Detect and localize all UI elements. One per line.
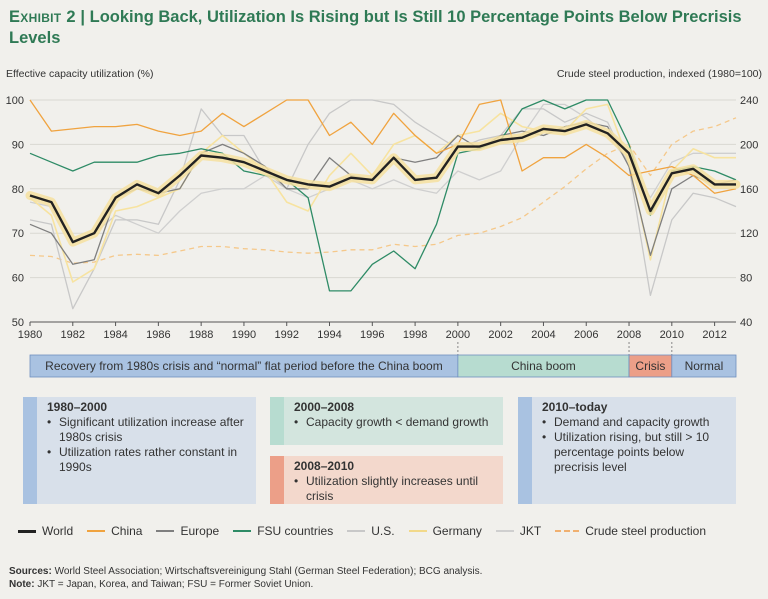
box-2008-2010-item: Utilization slightly increases until cri… (294, 474, 497, 504)
x-tick-label: 1986 (146, 329, 170, 341)
phase-label: Crisis (635, 359, 665, 373)
x-tick-label: 1996 (360, 329, 384, 341)
y-axis-right-label: Crude steel production, indexed (1980=10… (556, 68, 762, 80)
x-tick-label: 1992 (274, 329, 298, 341)
title-separator: | (80, 8, 86, 26)
legend-item-fsu: FSU countries (233, 524, 333, 538)
y-tick-right: 40 (740, 317, 752, 329)
series-line-crude-steel-production (29, 117, 737, 264)
sources-line: Sources: World Steel Association; Wirtsc… (9, 566, 483, 577)
phase-label: China boom (511, 359, 576, 373)
note-line: Note: JKT = Japan, Korea, and Taiwan; FS… (9, 579, 314, 590)
box-2010-today-item: Utilization rising, but still > 10 perce… (542, 430, 730, 475)
y-axis-left-label: Effective capacity utilization (%) (6, 68, 154, 80)
y-tick-left: 80 (12, 184, 24, 196)
chart-title: Exhibit 2 | Looking Back, Utilization Is… (9, 7, 749, 49)
box-2000-2008-item: Capacity growth < demand growth (294, 415, 497, 430)
box-1980-2000-heading: 1980–2000 (47, 400, 108, 414)
y-tick-left: 100 (6, 95, 24, 107)
legend-item-china: China (87, 524, 142, 538)
series-line-europe (29, 121, 737, 265)
box-2010-today-item: Demand and capacity growth (542, 415, 730, 430)
box-2010-today: 2010–today Demand and capacity growth Ut… (518, 397, 736, 504)
x-tick-label: 1990 (232, 329, 256, 341)
x-tick-label: 1988 (189, 329, 213, 341)
legend-item-crude-steel: Crude steel production (555, 524, 706, 538)
y-tick-right: 240 (740, 95, 758, 107)
y-tick-left: 90 (12, 139, 24, 151)
x-tick-label: 2002 (488, 329, 512, 341)
y-tick-right: 160 (740, 184, 758, 196)
x-tick-label: 2010 (660, 329, 684, 341)
x-tick-label: 1994 (317, 329, 341, 341)
x-tick-label: 1980 (18, 329, 42, 341)
box-2008-2010-heading: 2008–2010 (294, 459, 355, 473)
legend: World China Europe FSU countries U.S. Ge… (18, 524, 720, 538)
phase-label: Normal (685, 359, 724, 373)
box-2000-2008-heading: 2000–2008 (294, 400, 355, 414)
box-1980-2000-item: Utilization rates rather constant in 199… (47, 445, 250, 475)
legend-item-jkt: JKT (495, 524, 541, 538)
series-line-fsu-countries (29, 99, 737, 292)
box-2000-2008: 2000–2008 Capacity growth < demand growt… (270, 397, 503, 445)
series-line-germany (29, 103, 736, 283)
legend-item-us: U.S. (347, 524, 395, 538)
legend-item-world: World (18, 524, 73, 538)
x-tick-label: 2004 (531, 329, 555, 341)
legend-item-germany: Germany (408, 524, 482, 538)
phase-segment (671, 354, 737, 378)
x-tick-label: 1998 (403, 329, 427, 341)
box-1980-2000-item: Significant utilization increase after 1… (47, 415, 250, 445)
y-tick-left: 50 (12, 317, 24, 329)
x-tick-label: 1984 (103, 329, 127, 341)
box-2008-2010: 2008–2010 Utilization slightly increases… (270, 456, 503, 504)
y-tick-right: 200 (740, 139, 758, 151)
series-line-china (29, 99, 737, 194)
footer: Sources: World Steel Association; Wirtsc… (9, 565, 482, 591)
y-tick-right: 80 (740, 273, 752, 285)
box-2010-today-heading: 2010–today (542, 400, 608, 414)
phase-label: Recovery from 1980s crisis and “normal” … (45, 359, 443, 373)
legend-item-europe: Europe (156, 524, 219, 538)
y-tick-left: 60 (12, 273, 24, 285)
box-1980-2000: 1980–2000 Significant utilization increa… (23, 397, 256, 504)
line-chart: 50 60 70 80 90 100 40 80 120 160 200 240 1980 1982 198… (6, 95, 758, 378)
y-tick-left: 70 (12, 228, 24, 240)
title-text: Looking Back, Utilization Is Rising but … (9, 8, 742, 47)
x-tick-label: 2006 (574, 329, 598, 341)
x-tick-label: 1982 (61, 329, 85, 341)
x-tick-label: 2008 (617, 329, 641, 341)
y-tick-right: 120 (740, 228, 758, 240)
x-tick-label: 2000 (446, 329, 470, 341)
x-tick-label: 2012 (702, 329, 726, 341)
exhibit-label: Exhibit 2 (9, 8, 76, 26)
series-line-world (29, 123, 736, 244)
